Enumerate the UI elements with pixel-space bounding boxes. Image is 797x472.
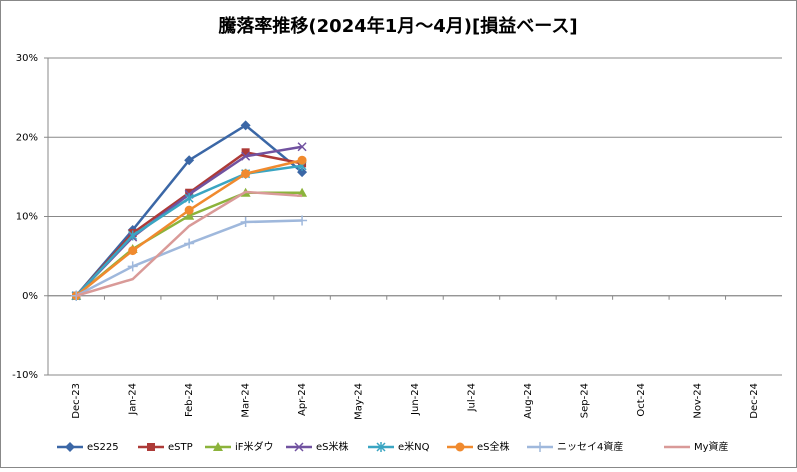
- marker: [185, 188, 194, 197]
- marker: [240, 217, 251, 228]
- marker: [184, 205, 194, 215]
- marker: [147, 443, 155, 451]
- marker: [65, 442, 75, 452]
- marker: [184, 193, 194, 204]
- x-tick-label: Mar-24: [241, 383, 252, 418]
- marker: [184, 238, 195, 249]
- legend-label: iF米ダウ: [235, 440, 274, 453]
- y-tick-label: 30%: [16, 53, 38, 64]
- legend-label: eS全株: [477, 440, 510, 453]
- x-tick-label: Jan-24: [128, 383, 139, 416]
- marker: [127, 261, 138, 272]
- marker: [297, 215, 308, 226]
- marker: [376, 442, 386, 452]
- marker: [241, 151, 251, 161]
- legend-label: ニッセイ4資産: [557, 440, 623, 453]
- marker: [128, 230, 138, 241]
- series-line: [75, 190, 303, 297]
- y-tick-label: -10%: [12, 370, 38, 381]
- legend-label: eS米株: [316, 440, 349, 453]
- marker: [455, 442, 465, 452]
- x-tick-label: Aug-24: [523, 383, 534, 419]
- legend-label: My資産: [694, 440, 729, 453]
- y-tick-label: 10%: [16, 212, 38, 223]
- marker: [535, 442, 545, 452]
- chart-title: 騰落率推移(2024年1月～4月)[損益ベース]: [218, 15, 577, 37]
- x-tick-label: May-24: [354, 383, 365, 420]
- x-tick-label: Nov-24: [692, 383, 703, 419]
- marker: [294, 442, 304, 452]
- legend-label: eSTP: [168, 442, 193, 453]
- marker: [184, 155, 195, 166]
- marker: [184, 210, 195, 220]
- marker: [297, 142, 307, 152]
- marker: [241, 169, 251, 179]
- x-tick-label: Dec-23: [71, 383, 82, 419]
- x-tick-label: Sep-24: [579, 383, 590, 418]
- x-tick-label: Feb-24: [184, 383, 195, 417]
- x-tick-label: Apr-24: [297, 383, 308, 416]
- marker: [297, 167, 308, 178]
- legend-label: eS225: [87, 442, 119, 453]
- x-tick-label: Jul-24: [466, 383, 477, 412]
- legend-label: e米NQ: [398, 440, 430, 453]
- y-tick-label: 0%: [22, 291, 38, 302]
- marker: [240, 120, 251, 131]
- x-tick-label: Oct-24: [636, 383, 647, 417]
- y-tick-label: 20%: [16, 132, 38, 143]
- x-tick-label: Jun-24: [410, 383, 421, 416]
- x-tick-label: Dec-24: [749, 383, 760, 419]
- marker: [213, 442, 223, 451]
- marker: [297, 155, 307, 165]
- marker: [128, 246, 138, 256]
- marker: [241, 148, 250, 157]
